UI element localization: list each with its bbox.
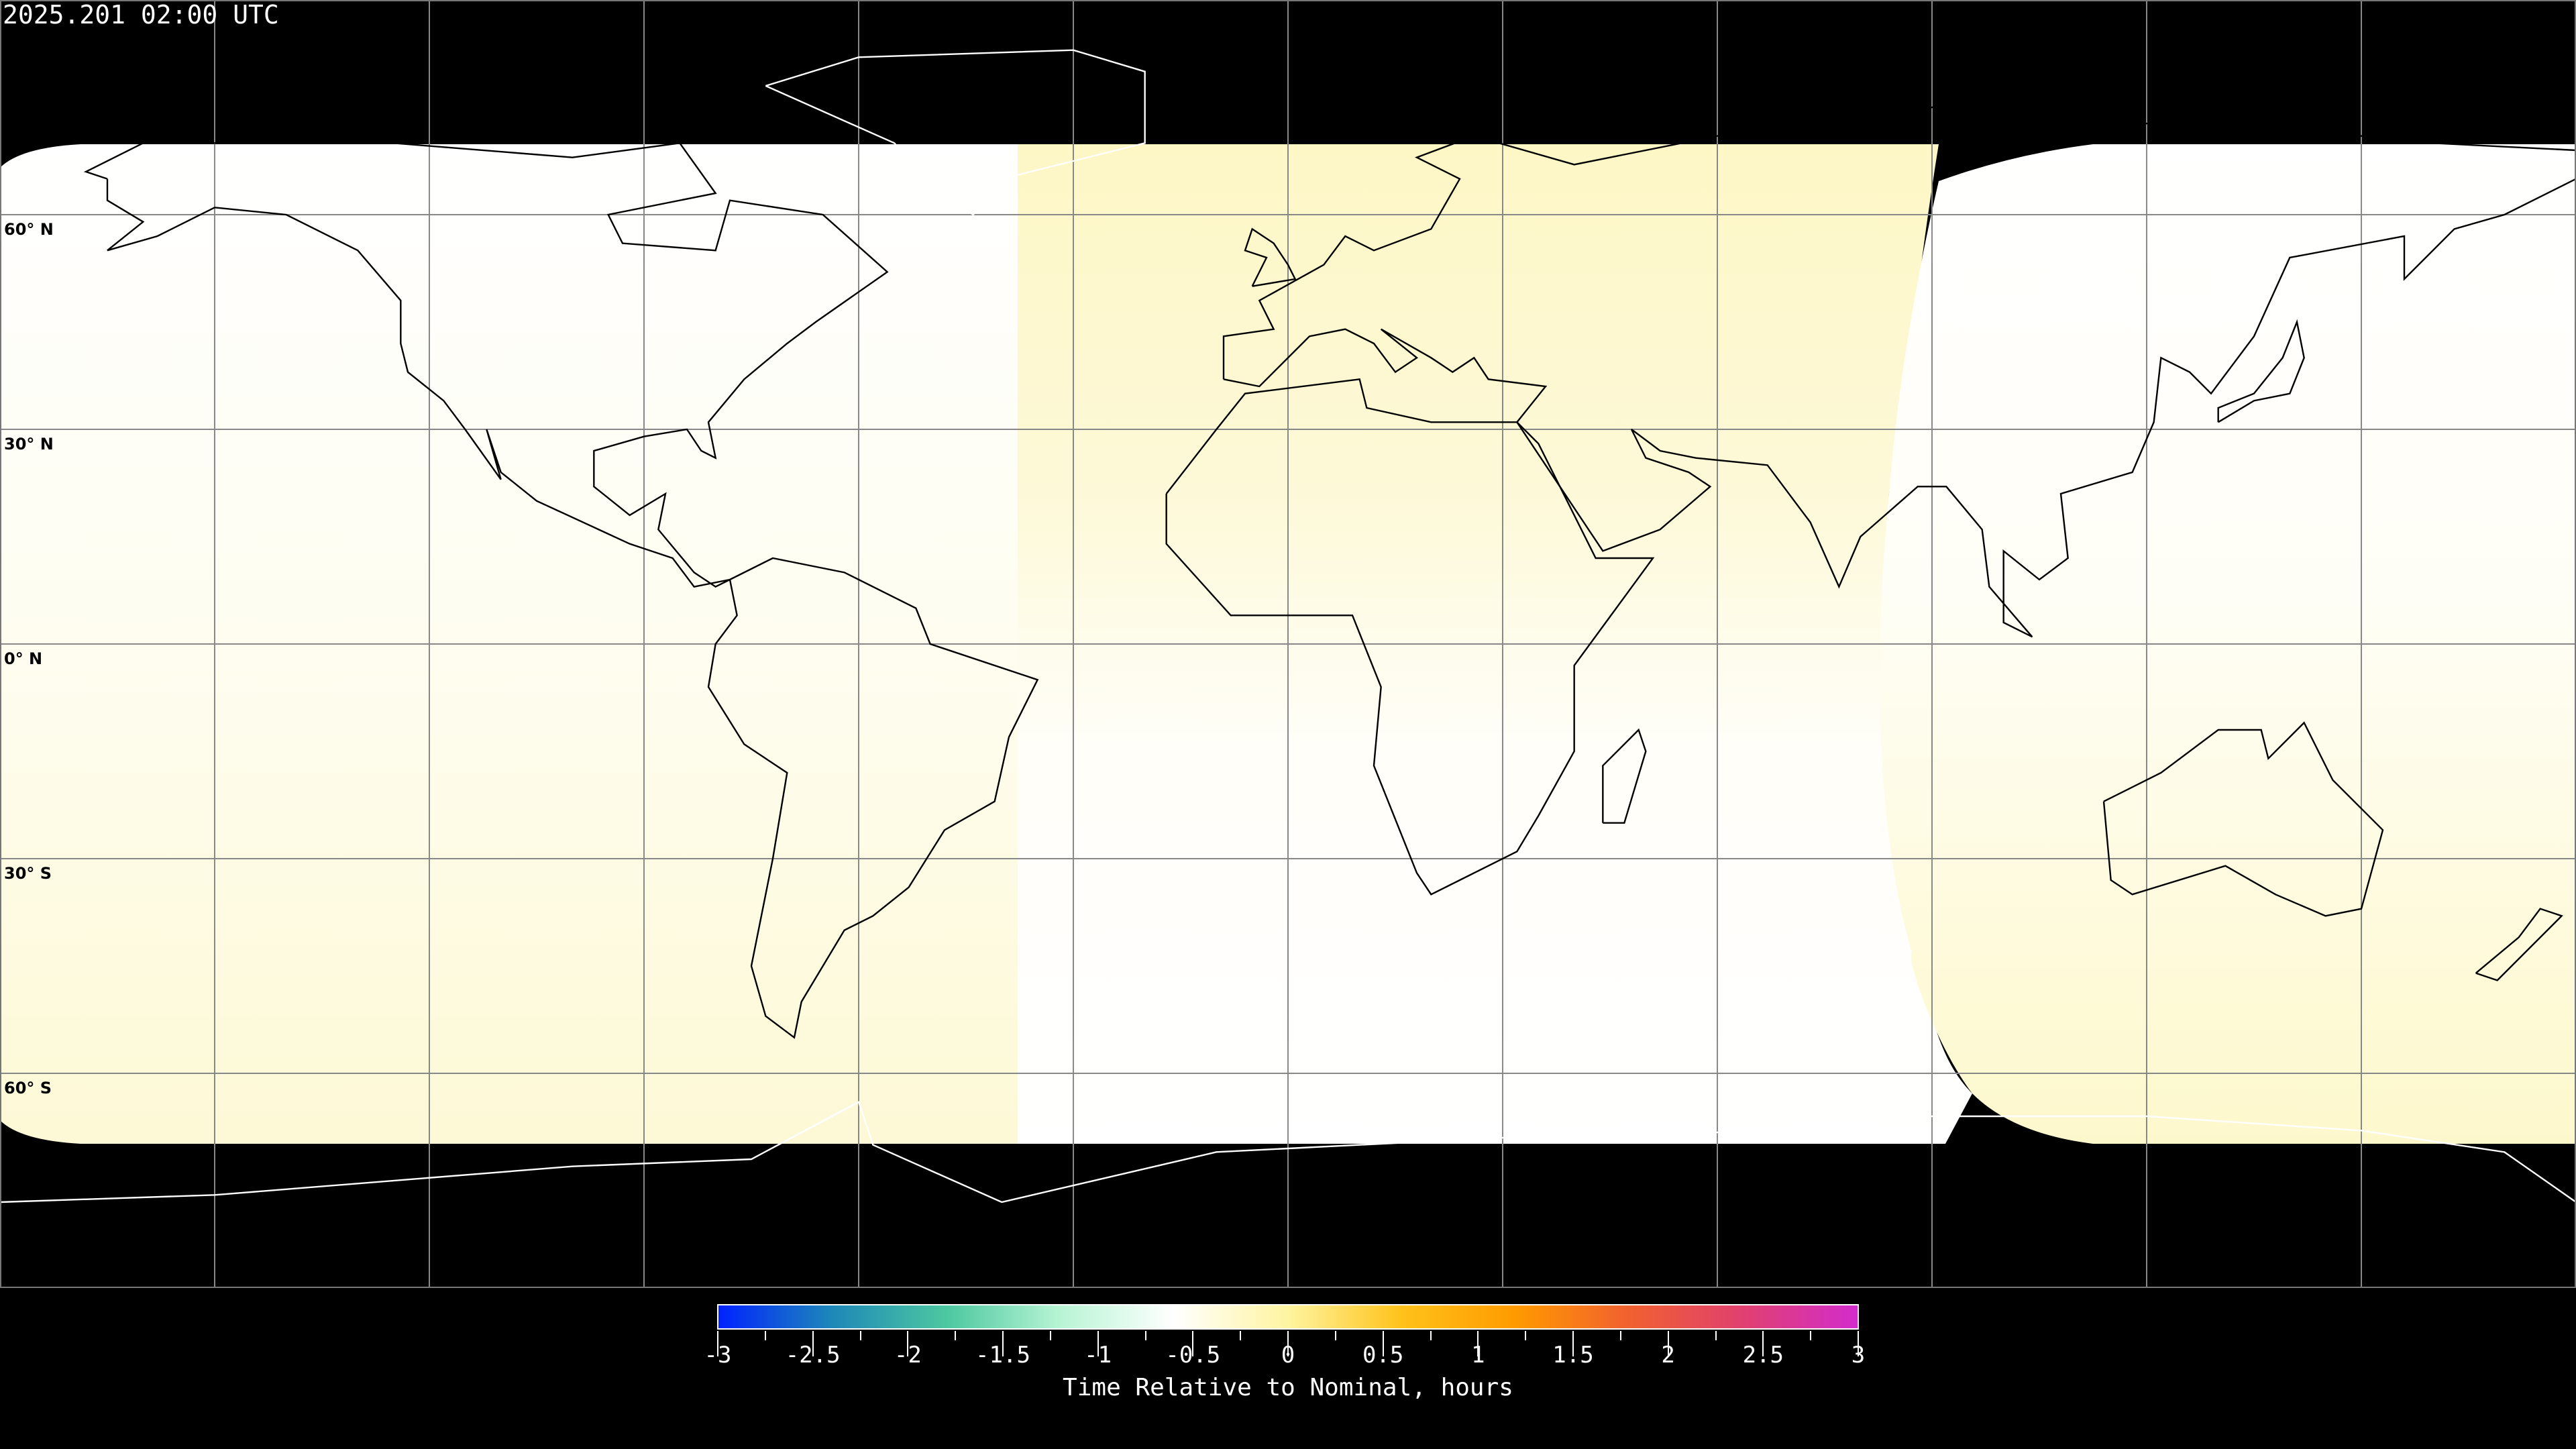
colorbar-tick: [1525, 1331, 1527, 1340]
colorbar-tick: [859, 1331, 861, 1340]
colorbar-tick-label: 2: [1661, 1342, 1675, 1368]
coastline-japan: [2217, 319, 2305, 423]
colorbar-tick: [1002, 1331, 1004, 1356]
coastline-greenland: [765, 49, 1146, 216]
colorbar-tick-label: 0.5: [1362, 1342, 1404, 1368]
colorbar-tick: [812, 1331, 814, 1356]
colorbar-tick: [1572, 1331, 1574, 1356]
colorbar-tick: [717, 1331, 718, 1356]
colorbar-tick: [1192, 1331, 1194, 1356]
colorbar-tick: [907, 1331, 909, 1356]
colorbar-tick: [1667, 1331, 1669, 1356]
colorbar-tick-label: -1.5: [975, 1342, 1030, 1368]
colorbar-tick: [764, 1331, 766, 1340]
colorbar-tick-label: -2.5: [785, 1342, 841, 1368]
coastline-new-zealand: [2475, 908, 2563, 981]
lat-label: 0° N: [4, 649, 43, 668]
colorbar-tick-label: 3: [1851, 1342, 1866, 1368]
coastlines: [0, 49, 2576, 1203]
world-map: [0, 0, 2576, 1288]
colorbar-tick-label: 1.5: [1552, 1342, 1594, 1368]
colorbar-tick-label: 0: [1281, 1342, 1295, 1368]
coastline-antarctica: [0, 1100, 2576, 1203]
colorbar-tick: [1619, 1331, 1621, 1340]
colorbar-label: Time Relative to Nominal, hours: [1063, 1374, 1513, 1401]
lat-label: 60° N: [4, 220, 54, 239]
colorbar-tick: [1287, 1331, 1289, 1356]
colorbar-tick: [1430, 1331, 1432, 1340]
colorbar-tick: [1810, 1331, 1812, 1340]
lat-label: 30° N: [4, 435, 54, 453]
coastline-south-america: [707, 557, 1039, 1039]
colorbar-tick-label: -0.5: [1165, 1342, 1221, 1368]
coastline-australia: [2102, 721, 2384, 917]
colorbar-tick-label: -1: [1084, 1342, 1112, 1368]
colorbar-tick: [1858, 1331, 1859, 1356]
coastline-great-britain: [1244, 227, 1297, 287]
lat-label: 60° S: [4, 1079, 52, 1097]
timestamp-title: 2025.201 02:00 UTC: [3, 0, 279, 30]
coastline-eurasia: [1222, 92, 2576, 638]
colorbar-tick: [1144, 1331, 1146, 1340]
graticule: [0, 0, 2576, 1288]
colorbar-tick-label: 1: [1471, 1342, 1485, 1368]
colorbar: [717, 1304, 1859, 1330]
lat-label: 30° S: [4, 864, 52, 883]
colorbar-tick: [1382, 1331, 1384, 1356]
colorbar-tick: [1334, 1331, 1336, 1340]
colorbar-tick: [1715, 1331, 1717, 1340]
colorbar-tick: [1477, 1331, 1479, 1356]
colorbar-tick: [955, 1331, 957, 1340]
colorbar-tick-label: -2: [894, 1342, 922, 1368]
coastline-africa: [1165, 378, 1655, 896]
colorbar-tick: [1240, 1331, 1242, 1340]
colorbar-tick: [1049, 1331, 1051, 1340]
colorbar-tick-label: 2.5: [1742, 1342, 1784, 1368]
coastline-madagascar: [1602, 728, 1647, 824]
colorbar-tick: [1097, 1331, 1099, 1356]
colorbar-tick-label: -3: [704, 1342, 732, 1368]
coastline-north-america: [83, 142, 889, 588]
colorbar-tick: [1762, 1331, 1764, 1356]
